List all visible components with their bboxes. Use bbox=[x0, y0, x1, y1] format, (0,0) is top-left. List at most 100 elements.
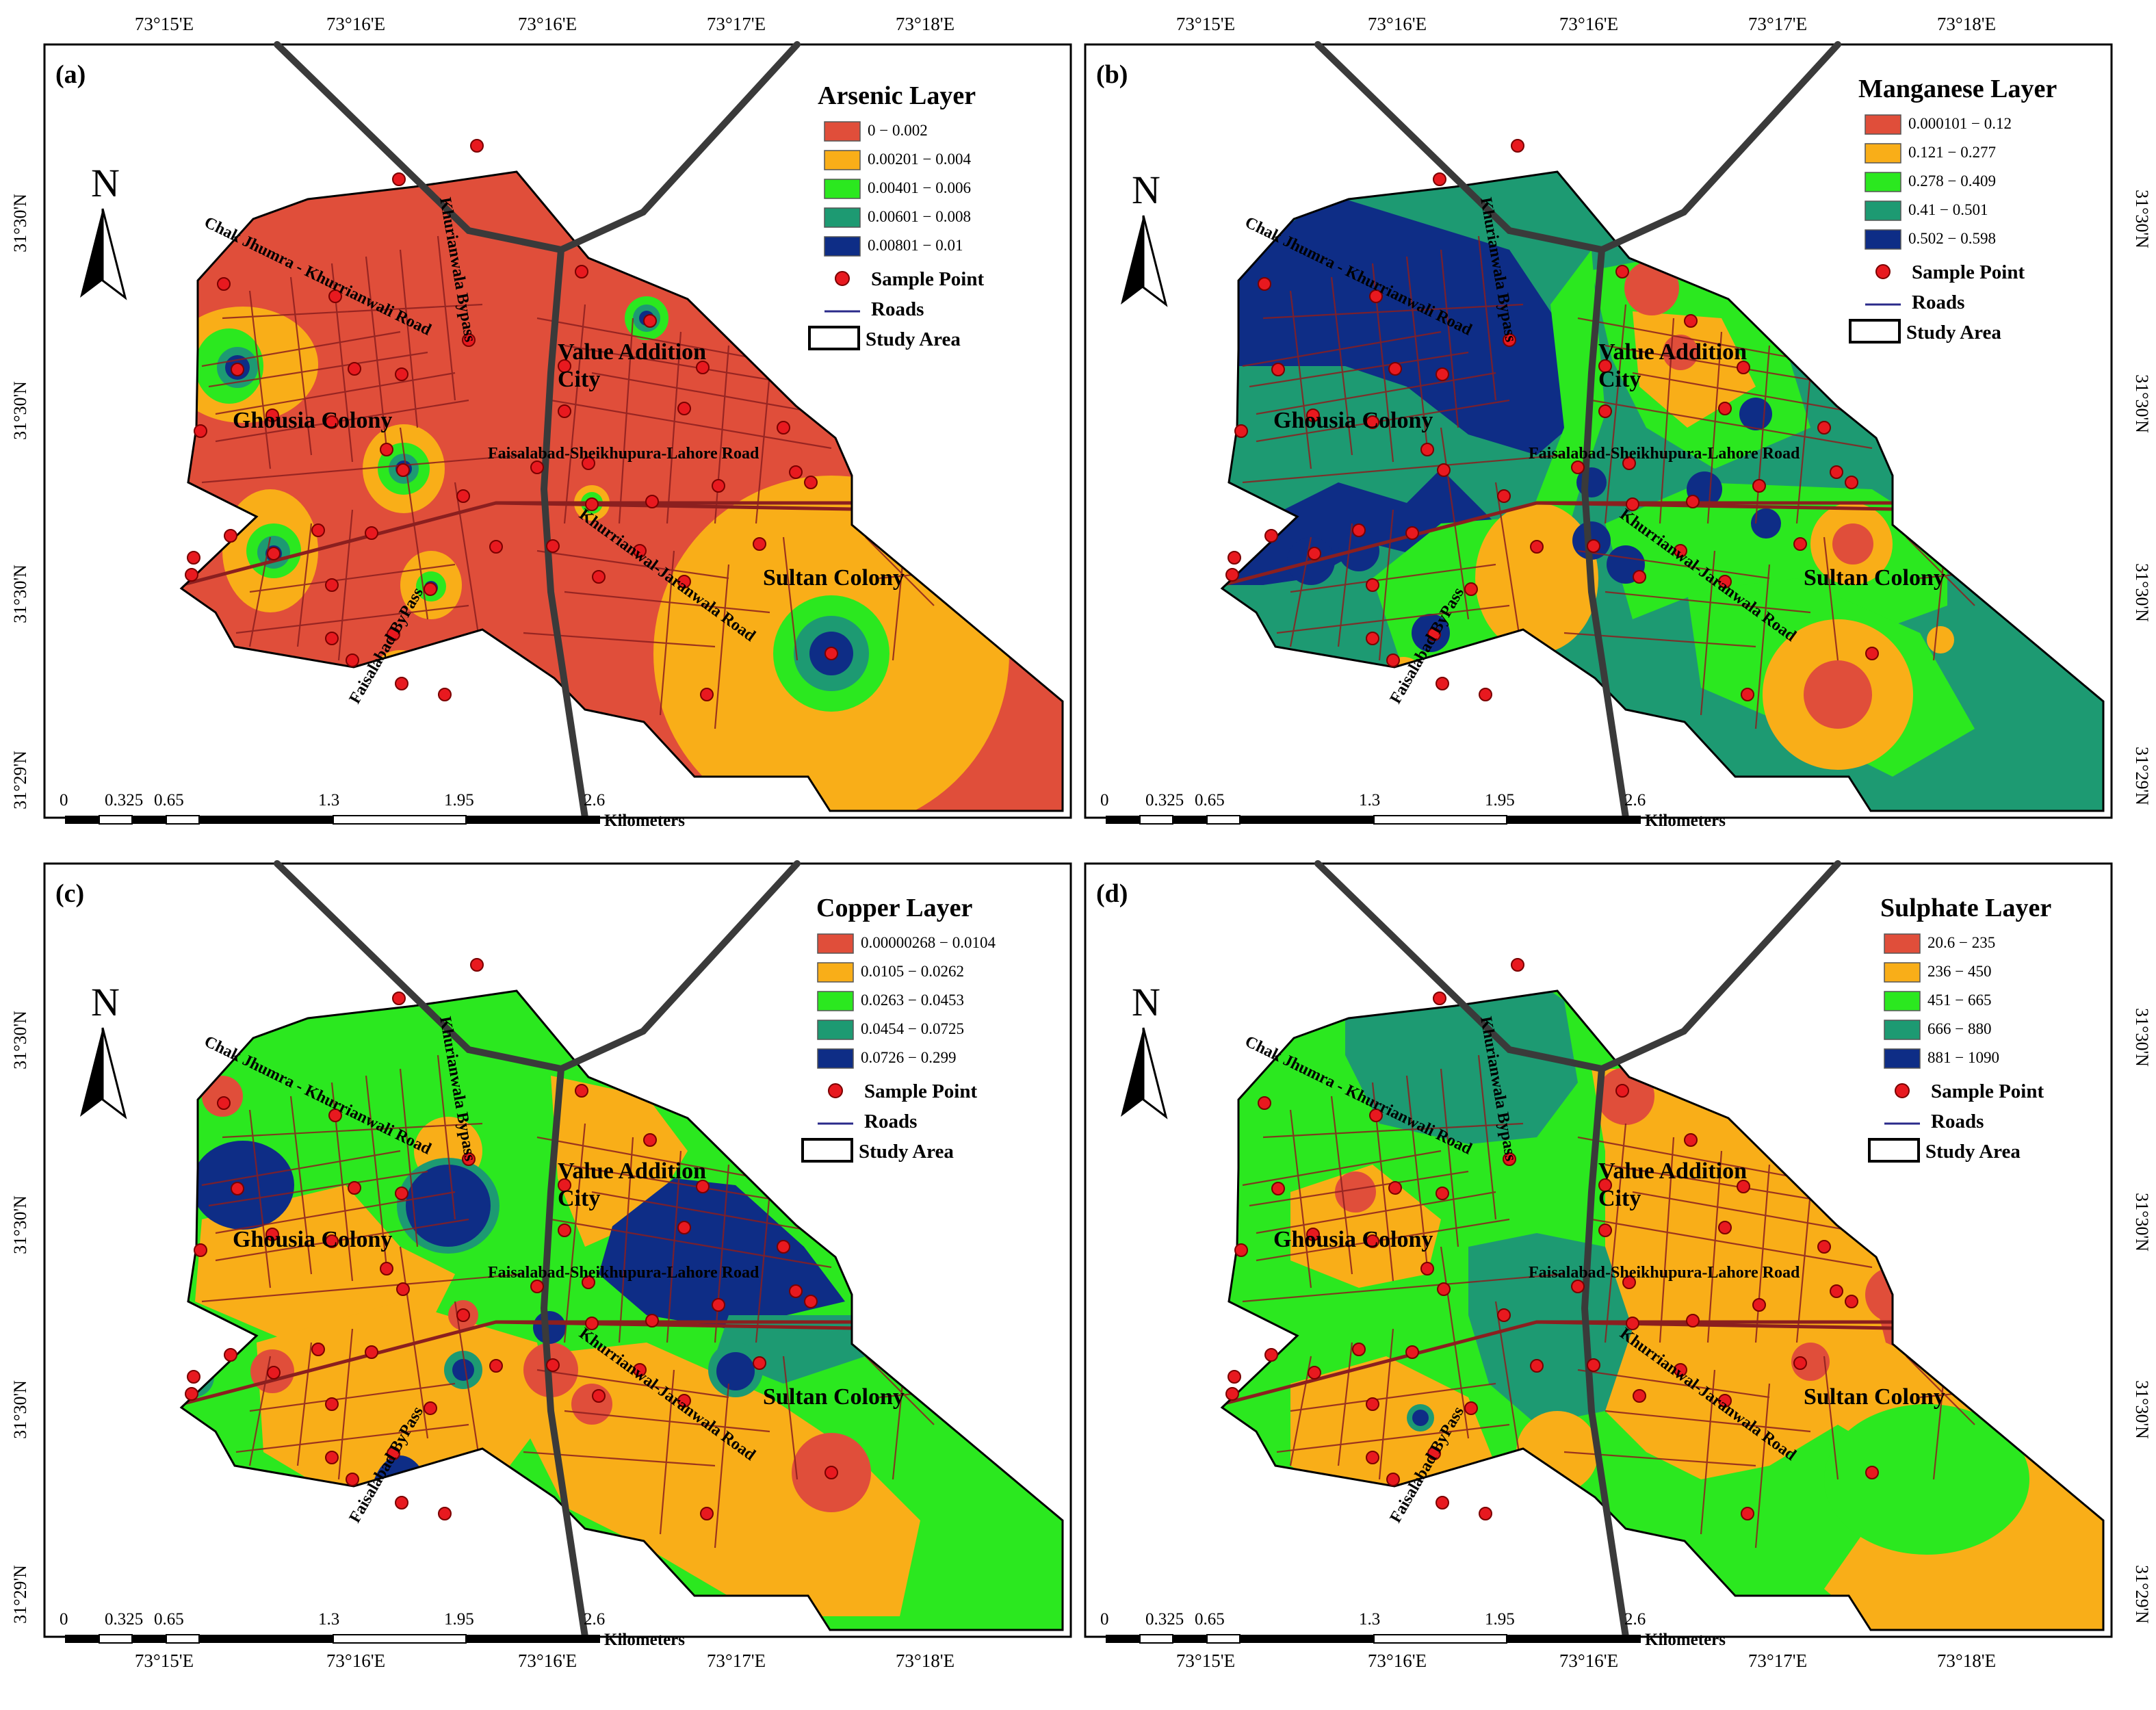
lon-tick: 73°18'E bbox=[1937, 1650, 1996, 1671]
lon-tick: 73°16'E bbox=[1559, 14, 1618, 34]
lon-tick: 73°15'E bbox=[1176, 1650, 1235, 1671]
legend-class-2: 0.121 − 0.277 bbox=[1908, 144, 1996, 161]
legend-sample: Sample Point bbox=[871, 268, 984, 290]
lon-tick: 73°17'E bbox=[1748, 14, 1807, 34]
north-label: N bbox=[1132, 980, 1160, 1024]
legend-class-4: 666 − 880 bbox=[1927, 1020, 1991, 1037]
legend-swatch bbox=[1884, 991, 1921, 1011]
zone bbox=[523, 1343, 920, 1616]
zone bbox=[533, 1311, 566, 1344]
lon-tick: 73°16'E bbox=[1368, 14, 1427, 34]
legend-swatch bbox=[1884, 1020, 1921, 1040]
place-labels: Ghousia Colony Value Addition City Sulta… bbox=[1273, 339, 1945, 591]
zone bbox=[1832, 523, 1873, 565]
place-value-addition: Value Addition bbox=[558, 1158, 706, 1184]
scale-tick: 2.6 bbox=[584, 1610, 605, 1629]
north-label: N bbox=[1132, 168, 1160, 212]
highways bbox=[1314, 41, 1841, 821]
legend-title: Sulphate Layer bbox=[1880, 894, 2051, 922]
lon-tick: 73°16'E bbox=[518, 14, 577, 34]
graticule-bottom: 73°15'E 73°16'E 73°16'E 73°17'E 73°18'E … bbox=[135, 1650, 1996, 1671]
panel-label-d: (d) bbox=[1096, 879, 1128, 908]
scale-unit: Kilometers bbox=[1645, 1631, 1726, 1649]
legend-class-1: 20.6 − 235 bbox=[1927, 934, 1995, 951]
lat-tick: 31°29'N bbox=[2132, 1565, 2152, 1624]
legend-roads: Roads bbox=[1912, 292, 1964, 313]
legend-class-3: 0.00401 − 0.006 bbox=[868, 179, 971, 196]
legend-swatch bbox=[1884, 1048, 1921, 1069]
legend-swatch bbox=[817, 991, 854, 1011]
legend: Copper Layer 0.00000268 − 0.0104 0.0105 … bbox=[801, 894, 996, 1163]
panel-b: Ghousia Colony Value Addition City Sulta… bbox=[1084, 41, 2113, 830]
zone bbox=[1290, 1356, 1496, 1507]
scale-tick: 0 bbox=[60, 1610, 68, 1629]
scale-tick: 1.95 bbox=[444, 791, 474, 809]
major-roads bbox=[1222, 1320, 1934, 1406]
sample-points bbox=[185, 139, 838, 701]
lat-tick: 31°30'N bbox=[10, 1380, 30, 1439]
legend-sample: Sample Point bbox=[1931, 1080, 2044, 1102]
zone bbox=[1927, 626, 1954, 653]
lon-tick: 73°15'E bbox=[1176, 14, 1235, 34]
svg-text:(c): (c) bbox=[55, 879, 84, 908]
zone bbox=[1824, 1404, 2029, 1555]
scale-tick: 1.3 bbox=[318, 791, 339, 809]
legend-class-5: 0.0726 − 0.299 bbox=[861, 1049, 956, 1066]
lon-tick: 73°16'E bbox=[1368, 1650, 1427, 1671]
zone bbox=[1412, 1410, 1429, 1426]
sample-points bbox=[1225, 958, 1879, 1520]
legend-class-2: 0.0105 − 0.0262 bbox=[861, 963, 964, 980]
zone bbox=[571, 1384, 612, 1425]
scale-tick: 0.325 bbox=[105, 791, 143, 809]
legend-class-1: 0 − 0.002 bbox=[868, 122, 928, 139]
scale-tick: 1.3 bbox=[318, 1610, 339, 1629]
lon-tick: 73°16'E bbox=[1559, 1650, 1618, 1671]
place-labels: Ghousia Colony Value Addition City Sulta… bbox=[233, 1158, 905, 1410]
legend-class-4: 0.00601 − 0.008 bbox=[868, 208, 971, 225]
legend-sample: Sample Point bbox=[1912, 261, 2025, 283]
scale-bar: 0 0.325 0.65 1.3 1.95 2.6 Kilometers bbox=[1100, 1610, 1726, 1649]
legend-swatch bbox=[817, 962, 854, 983]
legend-roads: Roads bbox=[1931, 1111, 1984, 1132]
scale-tick: 1.95 bbox=[1485, 1610, 1515, 1629]
sample-points bbox=[1225, 139, 1879, 701]
lat-tick: 31°30'N bbox=[2132, 190, 2152, 248]
panel-c: Ghousia Colony Value Addition City Sulta… bbox=[43, 860, 1072, 1649]
place-labels: Ghousia Colony Value Addition City Sulta… bbox=[233, 339, 905, 591]
lat-tick: 31°30'N bbox=[10, 194, 30, 252]
graticule-top: 73°15'E 73°16'E 73°16'E 73°17'E 73°18'E … bbox=[135, 14, 1996, 34]
zone bbox=[1373, 250, 1605, 729]
legend-study: Study Area bbox=[866, 328, 961, 350]
place-city: City bbox=[1598, 1186, 1641, 1211]
svg-text:(d): (d) bbox=[1096, 879, 1128, 908]
lat-tick: 31°30'N bbox=[2132, 374, 2152, 433]
graticule-right: 31°30'N 31°30'N 31°30'N 31°29'N 31°30'N … bbox=[2132, 190, 2152, 1624]
scale-tick: 0.325 bbox=[105, 1610, 143, 1629]
legend-swatch bbox=[817, 1020, 854, 1040]
zone bbox=[1335, 1171, 1376, 1213]
legend: Manganese Layer 0.000101 − 0.12 0.121 − … bbox=[1849, 75, 2057, 344]
legend-swatch bbox=[1865, 143, 1901, 164]
panel-label-a: (a) bbox=[55, 60, 86, 89]
legend-swatch bbox=[1884, 933, 1921, 954]
scale-tick: 0.65 bbox=[1195, 1610, 1225, 1629]
scale-tick: 0.65 bbox=[154, 791, 184, 809]
major-roads bbox=[1222, 501, 1934, 587]
lat-tick: 31°29'N bbox=[2132, 747, 2152, 805]
zone bbox=[1739, 398, 1772, 430]
legend-title: Arsenic Layer bbox=[818, 81, 976, 110]
sample-points bbox=[185, 958, 838, 1520]
place-city: City bbox=[1598, 367, 1641, 392]
north-label: N bbox=[91, 161, 120, 205]
north-arrow: N bbox=[80, 161, 127, 300]
major-roads bbox=[181, 501, 894, 587]
scale-bar: 0 0.325 0.65 1.3 1.95 2.6 Kilometers bbox=[1100, 791, 1726, 830]
legend-class-3: 451 − 665 bbox=[1927, 992, 1991, 1009]
zone bbox=[202, 1076, 243, 1117]
lon-tick: 73°17'E bbox=[707, 14, 766, 34]
sample-point-icon bbox=[1895, 1083, 1910, 1098]
legend-class-5: 0.00801 − 0.01 bbox=[868, 237, 963, 254]
scale-tick: 2.6 bbox=[1624, 1610, 1646, 1629]
scale-tick: 1.3 bbox=[1359, 1610, 1380, 1629]
lat-tick: 31°30'N bbox=[10, 565, 30, 623]
